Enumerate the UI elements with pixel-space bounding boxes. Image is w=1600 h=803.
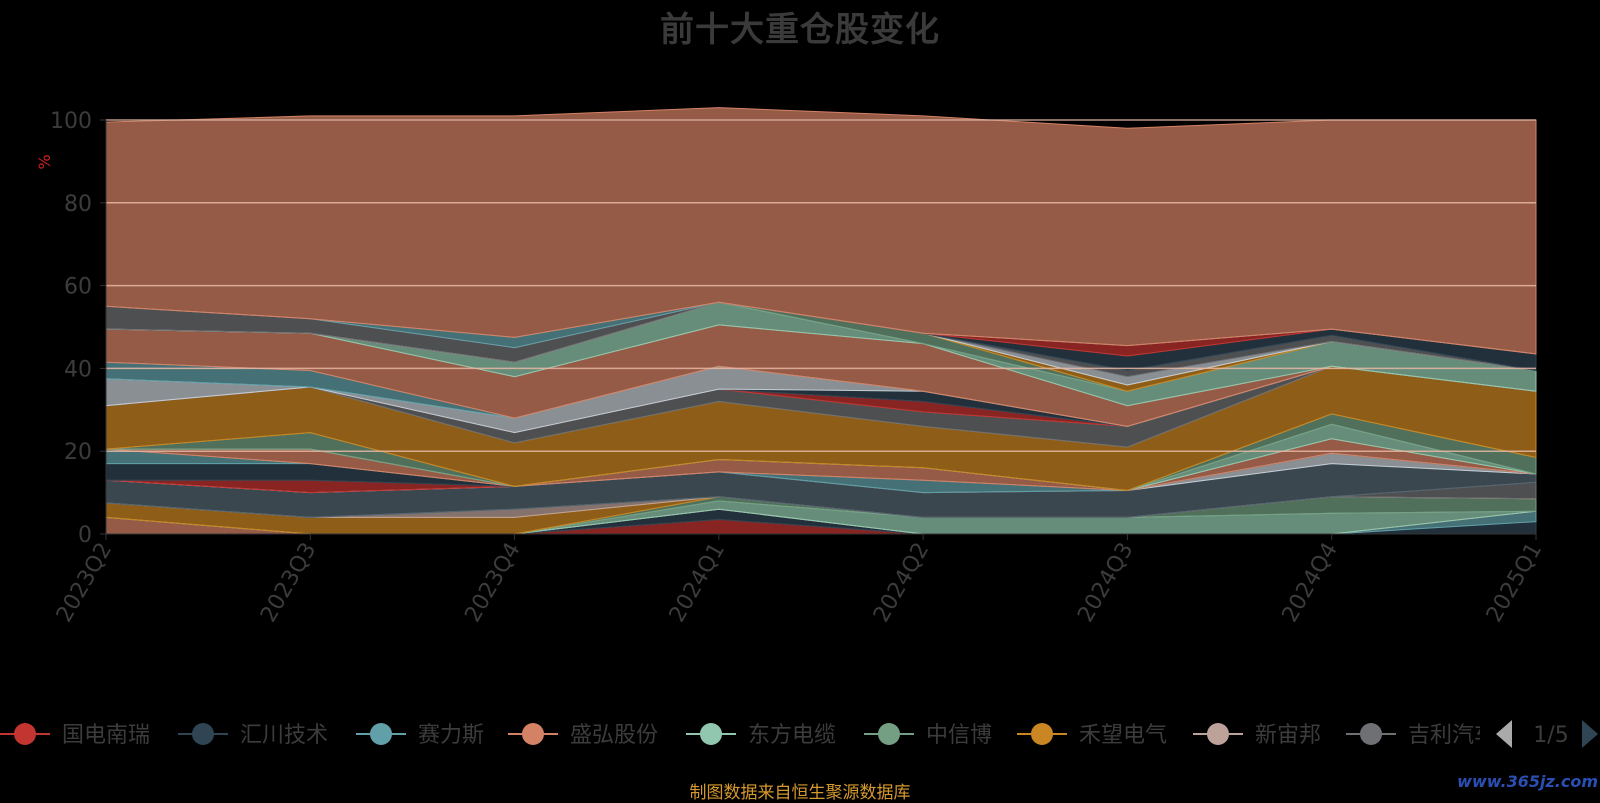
x-tick-label: 2023Q4 <box>460 539 525 627</box>
legend-marker-icon <box>1031 723 1053 745</box>
legend-item-1[interactable]: 汇川技术 <box>178 723 328 748</box>
legend-item-7[interactable]: 新宙邦 <box>1193 723 1321 748</box>
legend-item-4[interactable]: 东方电缆 <box>686 723 836 748</box>
legend-item-8[interactable]: 吉利汽车 <box>1346 723 1496 748</box>
legend-label: 汇川技术 <box>240 723 328 748</box>
legend-label: 中信博 <box>926 723 992 748</box>
legend-marker-icon <box>522 723 544 745</box>
y-tick-label: 60 <box>64 275 92 300</box>
watermark: www.365jz.com <box>1457 772 1598 791</box>
legend-marker-icon <box>370 723 392 745</box>
y-axis-label: % <box>35 154 54 169</box>
legend-marker-icon <box>878 723 900 745</box>
area-series-32[interactable] <box>105 107 1537 355</box>
x-tick-label: 2023Q3 <box>256 539 321 627</box>
legend-marker-icon <box>1207 723 1229 745</box>
y-tick-label: 100 <box>50 109 92 134</box>
y-tick-label: 80 <box>64 192 92 217</box>
legend-label: 赛力斯 <box>418 723 484 748</box>
legend-marker-icon <box>700 723 722 745</box>
legend: 国电南瑞 汇川技术 赛力斯 盛弘股份 东方电缆 中信博 禾望电气 新宙邦 吉利汽车 1/5 <box>0 712 1600 756</box>
x-tick-label: 2024Q3 <box>1073 539 1138 627</box>
x-tick-label: 2024Q1 <box>665 539 730 627</box>
chart-title: 前十大重仓股变化 <box>660 10 940 50</box>
legend-marker-icon <box>14 723 36 745</box>
legend-label: 盛弘股份 <box>570 723 658 748</box>
grid-lines <box>106 119 1536 452</box>
y-tick-label: 0 <box>78 523 92 548</box>
legend-next-arrow-icon[interactable] <box>1582 720 1598 748</box>
x-tick-label: 2023Q2 <box>52 539 117 627</box>
area-layers <box>105 107 1537 535</box>
x-tick-label: 2024Q4 <box>1278 539 1343 627</box>
legend-marker-icon <box>1360 723 1382 745</box>
legend-label: 东方电缆 <box>748 723 836 748</box>
legend-page-indicator: 1/5 <box>1533 723 1568 748</box>
legend-item-0[interactable]: 国电南瑞 <box>0 723 150 748</box>
legend-label: 禾望电气 <box>1079 723 1167 748</box>
legend-prev-arrow-icon[interactable] <box>1496 720 1512 748</box>
x-tick-label: 2025Q1 <box>1482 539 1547 627</box>
legend-item-2[interactable]: 赛力斯 <box>356 723 484 748</box>
legend-item-5[interactable]: 中信博 <box>864 723 992 748</box>
legend-marker-icon <box>192 723 214 745</box>
legend-label: 国电南瑞 <box>62 723 150 748</box>
data-source-note: 制图数据来自恒生聚源数据库 <box>689 783 911 803</box>
legend-item-6[interactable]: 禾望电气 <box>1017 723 1167 748</box>
y-tick-label: 40 <box>64 357 92 382</box>
y-tick-label: 20 <box>64 440 92 465</box>
x-tick-label: 2024Q2 <box>869 539 934 627</box>
legend-item-3[interactable]: 盛弘股份 <box>508 723 658 748</box>
legend-label: 新宙邦 <box>1255 723 1321 748</box>
